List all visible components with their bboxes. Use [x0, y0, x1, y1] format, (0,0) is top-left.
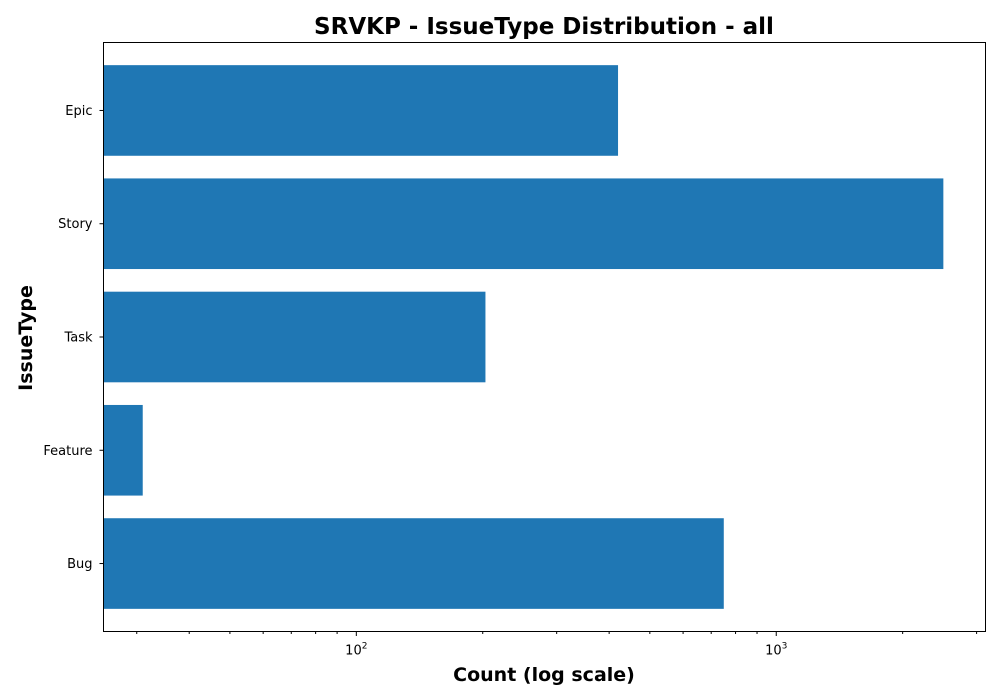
bar-epic: [104, 65, 619, 156]
bar-bug: [104, 518, 724, 609]
bar-task: [104, 292, 486, 383]
y-tick-label-bug: Bug: [67, 557, 92, 572]
y-tick-label-epic: Epic: [65, 104, 92, 119]
x-tick-label: 102: [345, 642, 367, 659]
y-axis: Epic Story Task Feature Bug: [43, 104, 103, 572]
y-axis-label: IssueType: [15, 285, 37, 391]
y-tick-label-task: Task: [63, 331, 93, 346]
bar-feature: [104, 405, 143, 496]
x-axis: 102 103: [137, 632, 977, 659]
y-tick-label-feature: Feature: [43, 444, 92, 459]
bar-story: [104, 178, 944, 269]
chart-title: SRVKP - IssueType Distribution - all: [314, 14, 774, 40]
x-axis-label: Count (log scale): [453, 664, 635, 686]
bars-group: [104, 65, 944, 609]
y-tick-label-story: Story: [58, 217, 93, 232]
x-tick-label: 103: [765, 642, 787, 659]
